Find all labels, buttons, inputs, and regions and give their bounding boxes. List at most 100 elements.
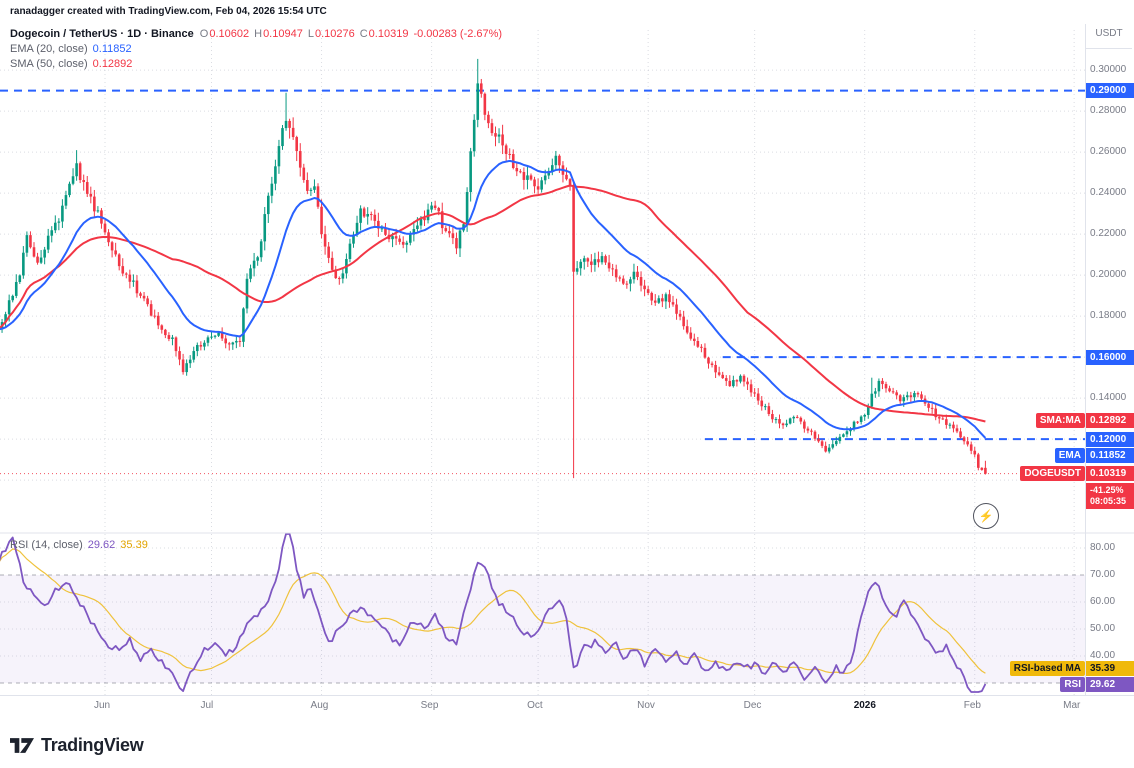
quick-trade-button[interactable]: ⚡ [973,503,999,529]
candle-body [671,302,675,305]
candle-body [472,119,476,152]
candle-body [50,230,54,236]
candle-body [888,388,891,392]
candle-body [533,179,536,187]
candle-body [494,133,497,137]
time-axis-label: Dec [743,700,762,711]
candle-body [156,315,160,326]
candle-body [54,222,57,231]
candle-body [295,137,298,152]
candle-body [178,351,181,360]
candle-body [458,230,462,249]
candle-body [977,454,980,468]
candle-body [685,326,689,333]
candle-body [653,300,657,303]
candle-body [39,257,43,263]
candle-body [22,252,25,276]
candle-body [18,275,22,282]
candle-body [149,304,153,316]
time-axis-label: Jul [200,700,214,711]
candle-body [792,416,795,419]
candle-body [192,351,196,360]
candle-body [75,163,78,177]
symbol-legend: Dogecoin / TetherUS · 1D · Binance O0.106… [10,27,507,72]
candle-body [220,332,224,339]
candle-body [61,205,64,222]
candle-body [572,185,575,272]
sma-label[interactable]: SMA (50, close) [10,58,88,70]
candle-body [877,380,881,392]
candle-body [423,217,426,221]
candle-body [252,260,256,269]
candle-body [359,208,362,223]
candle-body [199,345,203,347]
rsi-label[interactable]: RSI (14, close) [10,539,83,551]
candle-body [543,175,547,181]
time-axis[interactable]: Jun Jul Aug Sep Oct Nov Dec 2026 Feb Mar [0,695,1134,718]
candle-body [426,209,430,221]
time-axis-label: 2026 [853,700,876,711]
candle-body [277,146,281,167]
candle-body [941,418,945,420]
rsi-ma-value: 35.39 [120,539,148,551]
symbol-title[interactable]: Dogecoin / TetherUS · 1D · Binance [10,28,194,40]
candle-body [274,166,277,184]
time-axis-label: Sep [420,700,439,711]
candle-body [607,262,611,269]
candle-body [121,266,125,274]
rsi-tick-label: 40.00 [1090,650,1116,661]
rsi-tick-label: 50.00 [1090,623,1116,634]
time-axis-label: Jun [94,700,111,711]
candle-body [955,428,959,432]
candle-body [142,295,146,299]
candle-body [224,338,227,344]
candle-body [760,400,764,407]
candle-body [68,183,71,196]
candle-body [664,294,668,302]
candle-body [710,363,714,365]
candle-body [455,238,458,249]
candle-body [739,375,742,382]
candle-body [891,391,895,393]
price-tick-label: 0.14000 [1090,392,1127,404]
candle-body [231,342,235,345]
candle-body [71,176,75,184]
candle-body [103,223,107,233]
high-label: H [254,28,263,40]
candle-body [795,416,799,418]
price-axis[interactable]: USDT 0.30000 0.28000 0.26000 0.24000 0.22000… [1086,24,1134,695]
candle-body [714,364,717,373]
candle-body [781,423,785,426]
candle-body [902,397,906,402]
candle-body [788,418,792,424]
candle-body [270,183,274,196]
candle-body [682,316,685,327]
candle-body [522,171,526,180]
candle-body [437,208,440,212]
candle-body [36,256,39,263]
candle-body [242,308,245,342]
high-value: 0.10947 [263,28,303,40]
tradingview-logo[interactable]: TradingView [10,735,144,756]
candle-body [728,380,732,387]
candle-body [526,175,529,180]
candle-body [366,214,369,217]
ema-label[interactable]: EMA (20, close) [10,43,88,55]
candle-body [984,467,987,474]
ema-legend-row: EMA (20, close) 0.11852 [10,42,507,57]
candle-body [185,363,188,373]
candle-body [746,381,749,385]
candle-body [298,151,302,168]
candle-body [884,384,888,389]
rsi-tick-label: 70.00 [1090,569,1116,580]
candle-body [320,206,323,235]
candle-body [629,279,632,284]
candle-body [927,403,930,408]
candle-body [973,450,977,455]
candle-body [835,441,838,445]
candle-body [959,431,962,438]
candle-body [920,394,923,399]
candle-body [4,314,7,323]
candle-body [93,196,96,212]
